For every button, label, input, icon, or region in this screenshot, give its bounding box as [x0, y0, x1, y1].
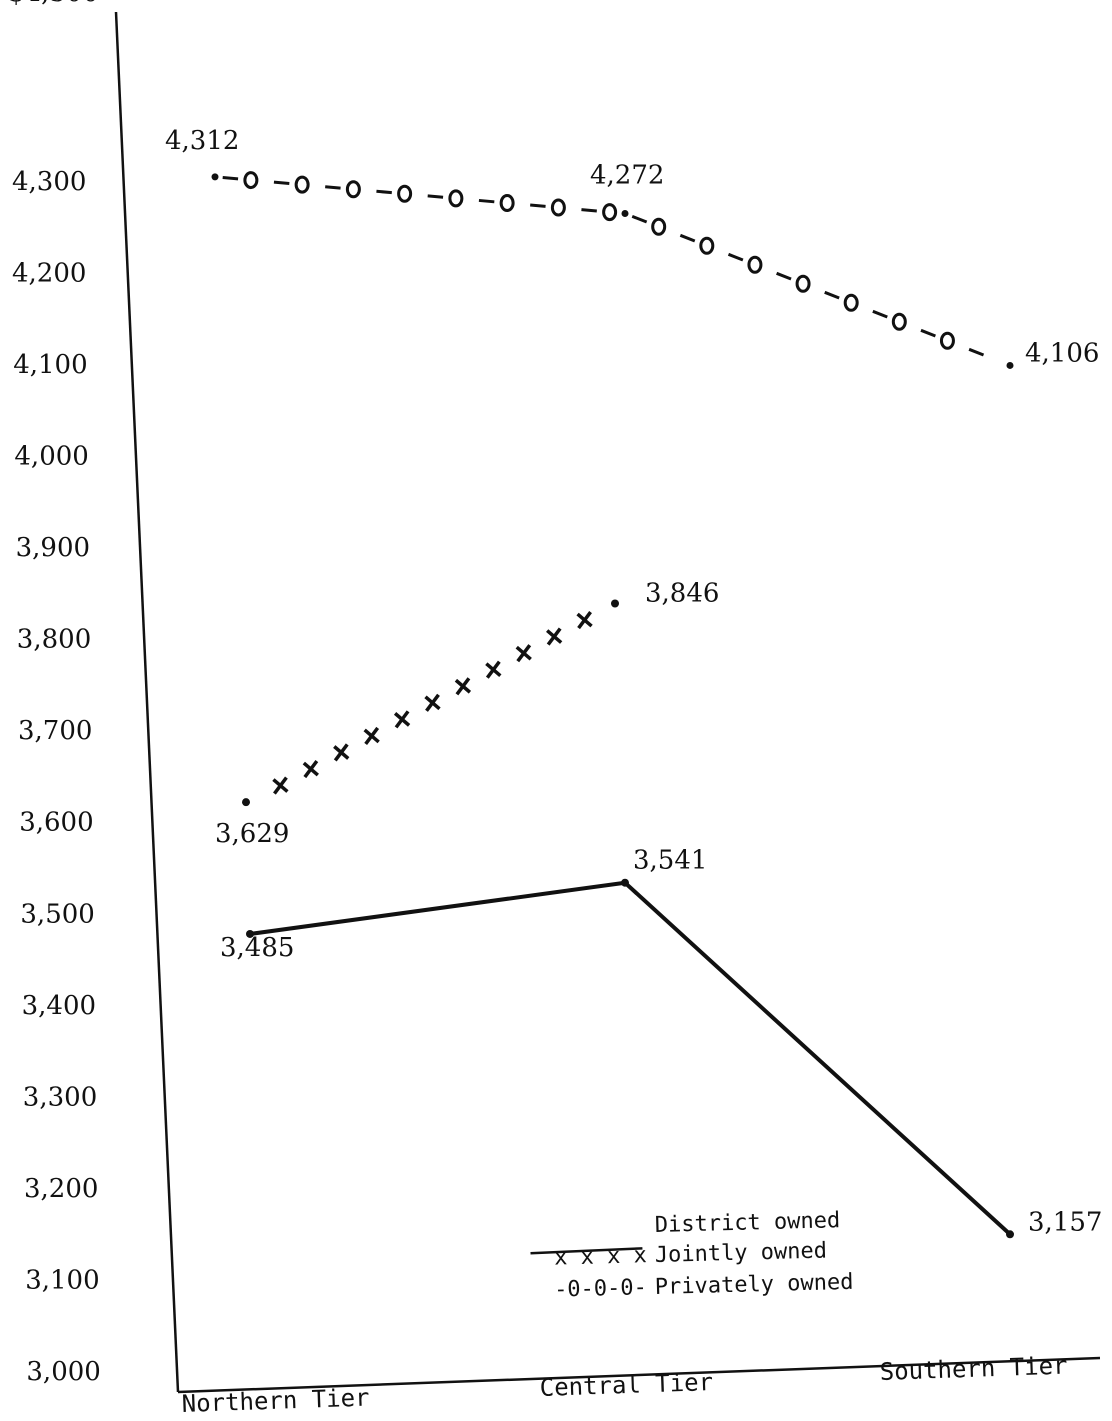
y-tick-labels: 3,000 3,100 3,200 3,300 3,400 3,500 3,600 3,700… — [8, 0, 101, 1387]
x-category-label: Central Tier — [539, 1368, 713, 1402]
dash-segment — [776, 271, 792, 281]
dash-segment — [824, 290, 840, 300]
cross-marker — [454, 677, 472, 696]
cross-marker — [485, 660, 502, 679]
y-tick-label: 4,000 — [14, 442, 88, 472]
dash-segment — [222, 176, 239, 181]
dash-segment — [920, 328, 936, 338]
circle-marker — [651, 217, 667, 236]
legend-line-sample — [530, 1247, 643, 1255]
circle-marker — [891, 312, 907, 331]
circle-marker — [499, 193, 515, 212]
y-tick-label: 4,100 — [13, 350, 87, 380]
data-point — [1006, 1230, 1014, 1239]
legend-item: Privately owned -0-0-0- — [554, 1270, 854, 1303]
circle-marker — [448, 189, 464, 208]
legend-label: Jointly owned — [655, 1238, 828, 1267]
circle-marker — [699, 236, 715, 255]
dash-segment — [427, 194, 444, 199]
cross-marker — [272, 776, 289, 795]
y-tick-label: 4,300 — [12, 167, 86, 197]
y-tick-label: 3,000 — [26, 1357, 100, 1387]
y-tick-label: 3,300 — [23, 1082, 97, 1112]
dash-segment — [530, 203, 546, 208]
circle-marker — [843, 293, 859, 312]
data-label: 3,485 — [220, 933, 294, 963]
data-labels: 3,485 3,541 3,157 3,629 3,846 4,312 4,272 4,106 — [165, 126, 1102, 1237]
legend-item: District owned — [530, 1208, 841, 1255]
y-tick-label: 3,500 — [20, 899, 94, 929]
cross-marker — [363, 726, 380, 745]
circle-marker — [747, 255, 763, 274]
legend-marker: -0-0-0- — [554, 1275, 647, 1302]
data-point — [211, 173, 219, 181]
data-point — [1006, 361, 1014, 369]
dash-segment — [273, 180, 290, 185]
data-label: 3,157 — [1028, 1207, 1102, 1237]
dash-segment — [679, 233, 696, 243]
cross-marker — [576, 610, 593, 630]
x-axis — [177, 1356, 1101, 1394]
cross-marker — [393, 710, 411, 729]
y-axis — [114, 11, 180, 1393]
y-tick-label: 4,200 — [12, 258, 86, 288]
data-point — [242, 798, 250, 807]
data-label: 3,541 — [633, 846, 707, 876]
circle-marker — [243, 171, 259, 190]
dash-segment — [325, 185, 341, 190]
circle-marker — [602, 203, 618, 222]
circle-marker — [939, 331, 955, 350]
circle-marker — [550, 198, 566, 217]
cross-marker — [424, 693, 441, 712]
data-label: 4,272 — [590, 160, 664, 190]
category-labels: Northern Tier Central Tier Southern Tier — [181, 1351, 1068, 1418]
y-tick-label: 3,800 — [17, 625, 91, 655]
y-tick-label: 3,400 — [22, 991, 96, 1021]
data-point — [621, 878, 629, 887]
series-group — [211, 171, 1014, 1239]
dash-segment — [631, 214, 648, 224]
circle-marker — [345, 180, 361, 199]
dash-segment — [581, 208, 597, 213]
x-category-label: Northern Tier — [181, 1383, 370, 1418]
circle-marker — [294, 175, 310, 194]
dash-segment — [968, 347, 985, 357]
legend-marker: x x x x — [554, 1243, 647, 1270]
y-tick-label: 3,700 — [18, 716, 92, 746]
circle-marker — [397, 184, 413, 203]
cross-marker — [546, 627, 563, 646]
x-category-label: Southern Tier — [879, 1351, 1068, 1386]
legend-item: Jointly owned x x x x — [554, 1238, 827, 1270]
y-tick-label: 3,200 — [24, 1174, 98, 1204]
legend-label: Privately owned — [655, 1270, 854, 1300]
y-tick-label: $4,500 — [8, 0, 99, 8]
dash-segment — [727, 252, 744, 262]
data-label: 4,106 — [1025, 338, 1099, 368]
data-label: 3,629 — [215, 819, 289, 849]
data-label: 4,312 — [165, 126, 239, 156]
dash-segment — [478, 198, 495, 204]
circle-marker — [795, 274, 811, 293]
dash-segment — [376, 189, 392, 195]
data-point — [621, 209, 629, 217]
y-tick-label: 3,600 — [19, 808, 93, 838]
district-owned-line — [249, 880, 1012, 1236]
cross-marker — [302, 759, 319, 779]
y-tick-label: 3,900 — [16, 533, 90, 563]
cross-marker — [515, 644, 532, 663]
dash-segment — [872, 309, 888, 319]
data-point — [246, 929, 254, 938]
data-point — [611, 599, 619, 608]
legend-label: District owned — [655, 1208, 841, 1238]
cross-marker — [333, 743, 350, 762]
y-tick-label: 3,100 — [25, 1265, 99, 1295]
data-label: 3,846 — [645, 578, 719, 608]
